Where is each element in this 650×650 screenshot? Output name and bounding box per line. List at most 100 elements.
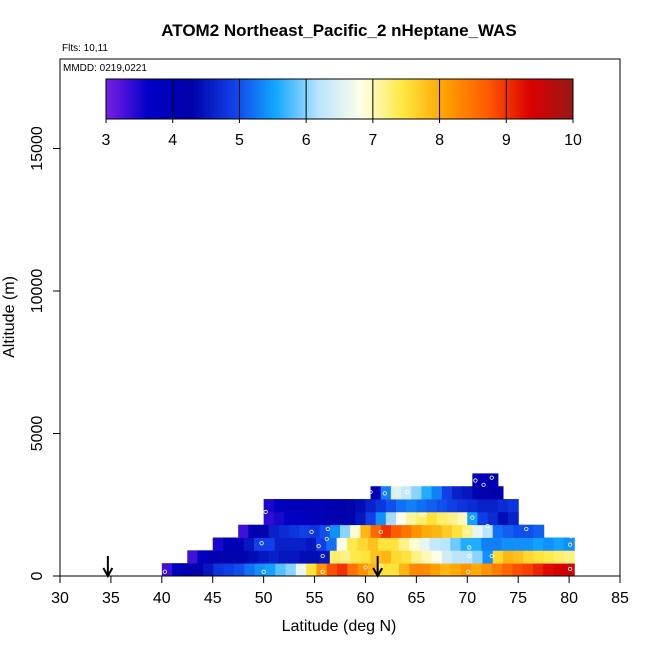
heatmap-cell: [294, 499, 305, 513]
heatmap-cell: [289, 524, 300, 538]
heatmap-cell: [192, 563, 204, 576]
sample-point: [467, 545, 472, 550]
heatmap-cell: [380, 524, 392, 538]
heatmap-cell: [334, 499, 346, 513]
heatmap-cell: [508, 499, 519, 513]
heatmap-cell: [446, 511, 458, 526]
heatmap-cell: [213, 563, 225, 576]
heatmap-cell: [197, 550, 209, 564]
heatmap-cell: [406, 499, 417, 513]
heatmap-cell: [258, 550, 270, 564]
heatmap-cell: [268, 550, 280, 564]
heatmap-cell: [502, 563, 513, 576]
heatmap-cell: [268, 524, 280, 538]
heatmap-cell: [182, 563, 194, 576]
heatmap-cell: [233, 537, 245, 551]
heatmap-cell: [324, 511, 336, 526]
x-tick-label-70: 70: [458, 590, 476, 607]
heatmap-cell: [457, 511, 468, 526]
colorbar: [105, 78, 574, 120]
sample-point: [481, 482, 486, 487]
heatmap-cell: [563, 537, 575, 551]
sample-point: [489, 553, 494, 559]
heatmap-cell: [274, 537, 286, 551]
flight-marker-arrow: [102, 556, 114, 579]
sample-point: [378, 529, 383, 534]
heatmap-cell: [217, 550, 229, 564]
sample-points: [162, 475, 574, 577]
heatmap-cell: [345, 511, 356, 526]
heatmap-cell: [233, 563, 245, 576]
heatmap-cell: [512, 563, 524, 576]
heatmap-cell: [482, 486, 494, 500]
heatmap-cell: [462, 486, 473, 500]
heatmap-cell: [278, 524, 290, 538]
y-tick-label-10000: 10000: [29, 269, 46, 314]
heatmap-cell: [481, 537, 493, 551]
heatmap-cell: [452, 550, 463, 564]
heatmap-cell: [401, 486, 412, 500]
sample-point: [316, 543, 321, 549]
heatmap-cell: [492, 524, 504, 538]
heatmap-cell: [304, 499, 316, 513]
heatmap-cell: [370, 550, 382, 564]
heatmap-cell: [482, 550, 494, 564]
heatmap-cell: [396, 511, 407, 526]
heatmap-cell: [543, 537, 555, 551]
heatmap-cell: [367, 537, 379, 551]
heatmap-cell: [244, 563, 256, 576]
x-axis-title: Latitude (deg N): [282, 618, 397, 635]
heatmap-cell: [370, 524, 382, 538]
heatmap-cell: [275, 563, 287, 576]
heatmap-cell: [460, 563, 472, 576]
heatmap-cell: [243, 537, 255, 551]
heatmap-cell: [426, 511, 438, 526]
y-tick-label-15000: 15000: [29, 126, 46, 171]
x-axis: 30 35 40 45 50 55 60 65 70 75 80 85: [51, 575, 629, 607]
heatmap-cell: [319, 524, 331, 538]
sample-point: [263, 509, 268, 514]
heatmap-cell: [161, 563, 173, 576]
sample-point: [363, 565, 368, 570]
x-tick-label-60: 60: [357, 590, 375, 607]
heatmap-cell: [258, 524, 270, 538]
heatmap-cell: [295, 563, 307, 576]
heatmap-cell: [421, 524, 433, 538]
heatmap-cell: [502, 524, 514, 538]
heatmap-cell: [457, 499, 468, 513]
y-axis-title: Altitude (m): [1, 276, 18, 358]
heatmap-cell: [523, 550, 535, 564]
heatmap-cell: [471, 563, 482, 576]
heatmap-cell: [380, 550, 392, 564]
heatmap-cell: [314, 499, 326, 513]
heatmap-cell: [375, 499, 387, 513]
sample-point: [320, 569, 325, 574]
heatmap-cell: [460, 537, 472, 551]
heatmap-cell: [223, 537, 234, 551]
heatmap-cell: [450, 537, 462, 551]
heatmap-cell: [452, 486, 463, 500]
sample-point: [467, 553, 472, 559]
heatmap-cell: [263, 511, 275, 526]
sample-point: [405, 489, 410, 495]
heatmap-cell: [346, 537, 358, 551]
heatmap-cell: [340, 550, 351, 564]
heatmap-cell: [238, 550, 249, 564]
heatmap-cell: [326, 563, 338, 576]
heatmap-cell: [533, 550, 545, 564]
sample-point: [489, 475, 494, 480]
heatmap-cell: [477, 499, 489, 513]
heatmap-cell: [326, 537, 338, 551]
heatmap-cell: [491, 563, 503, 576]
heatmap-cell: [467, 511, 479, 526]
heatmap-cell: [411, 486, 423, 500]
heatmap-cell: [564, 550, 575, 564]
heatmap-cell: [385, 499, 397, 513]
heatmap-cell: [284, 511, 295, 526]
heatmap-cell: [497, 499, 509, 513]
heatmap-cell: [278, 550, 290, 564]
heatmap-cell: [375, 511, 387, 526]
x-tick-label-55: 55: [306, 590, 324, 607]
heatmap-cell: [365, 499, 377, 513]
